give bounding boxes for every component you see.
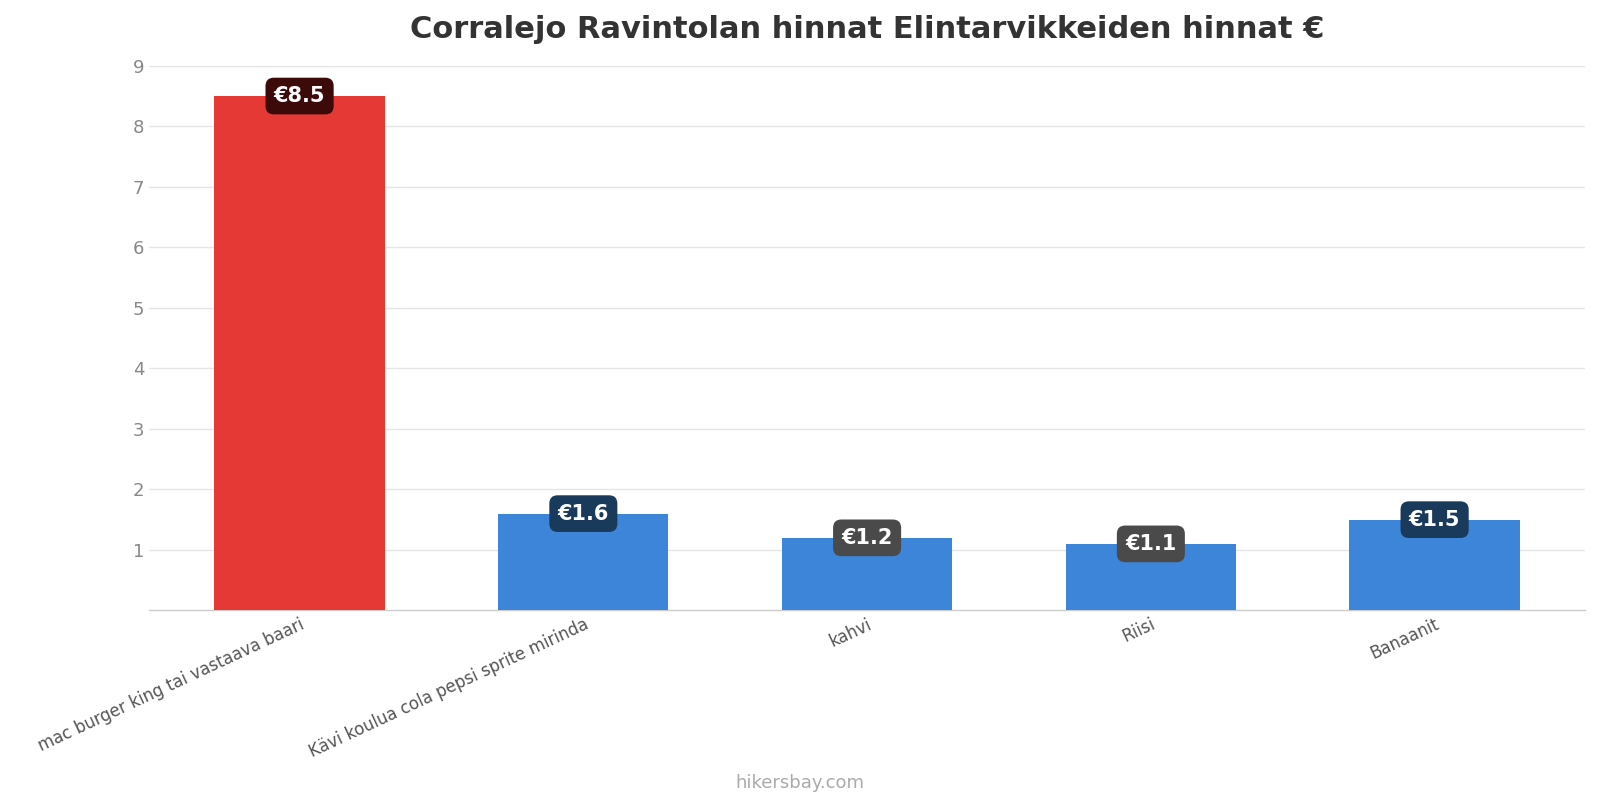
Text: €1.2: €1.2 [842, 528, 893, 548]
Text: €8.5: €8.5 [274, 86, 325, 106]
Bar [1349, 520, 1520, 610]
Text: €1.6: €1.6 [558, 504, 610, 524]
Bar [498, 514, 669, 610]
Bar [782, 538, 952, 610]
Text: €1.5: €1.5 [1410, 510, 1461, 530]
Title: Corralejo Ravintolan hinnat Elintarvikkeiden hinnat €: Corralejo Ravintolan hinnat Elintarvikke… [410, 15, 1325, 44]
Text: €1.1: €1.1 [1125, 534, 1176, 554]
Bar [1066, 544, 1235, 610]
Text: hikersbay.com: hikersbay.com [736, 774, 864, 792]
Bar [214, 96, 384, 610]
